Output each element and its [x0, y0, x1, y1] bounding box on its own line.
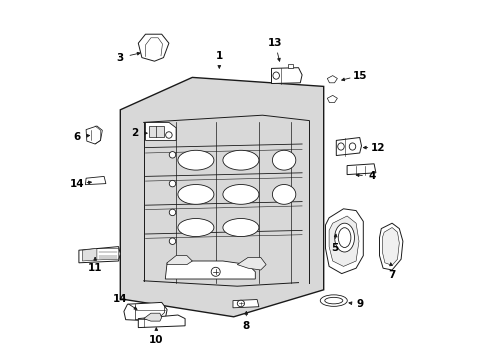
Text: 2: 2	[131, 128, 138, 138]
Ellipse shape	[338, 228, 350, 248]
Ellipse shape	[178, 184, 213, 204]
Polygon shape	[165, 261, 255, 279]
Ellipse shape	[178, 219, 213, 237]
Text: 6: 6	[73, 132, 81, 142]
Polygon shape	[86, 126, 102, 144]
Polygon shape	[328, 216, 358, 266]
Polygon shape	[143, 313, 162, 321]
Polygon shape	[120, 77, 323, 317]
Ellipse shape	[272, 184, 295, 204]
Ellipse shape	[165, 132, 172, 138]
Polygon shape	[149, 126, 163, 137]
Polygon shape	[326, 95, 337, 103]
Ellipse shape	[169, 152, 175, 158]
Polygon shape	[85, 176, 106, 185]
Ellipse shape	[178, 150, 213, 170]
Ellipse shape	[348, 143, 355, 150]
Polygon shape	[336, 138, 361, 156]
Text: 7: 7	[387, 270, 395, 280]
Polygon shape	[167, 256, 192, 265]
Text: 3: 3	[117, 53, 123, 63]
Polygon shape	[346, 164, 375, 175]
Ellipse shape	[223, 219, 258, 237]
Polygon shape	[138, 315, 185, 328]
Text: 5: 5	[330, 243, 337, 253]
Ellipse shape	[169, 238, 175, 244]
Text: 4: 4	[368, 171, 375, 181]
Polygon shape	[145, 122, 176, 140]
Ellipse shape	[223, 184, 258, 204]
Polygon shape	[379, 223, 402, 270]
Text: 11: 11	[88, 263, 102, 273]
Text: 14: 14	[113, 294, 127, 304]
Ellipse shape	[237, 300, 244, 307]
Polygon shape	[232, 300, 258, 308]
Ellipse shape	[272, 150, 295, 170]
Polygon shape	[138, 34, 168, 61]
Text: 13: 13	[267, 38, 282, 48]
Polygon shape	[82, 248, 97, 261]
Ellipse shape	[223, 150, 258, 170]
Ellipse shape	[272, 72, 279, 79]
Text: 8: 8	[242, 321, 249, 331]
Ellipse shape	[334, 223, 354, 252]
Polygon shape	[326, 76, 337, 83]
Ellipse shape	[169, 180, 175, 187]
Polygon shape	[382, 228, 399, 265]
Text: 9: 9	[355, 299, 363, 309]
Polygon shape	[325, 209, 363, 274]
Ellipse shape	[337, 143, 344, 150]
Ellipse shape	[320, 295, 346, 306]
Ellipse shape	[169, 209, 175, 216]
Polygon shape	[123, 302, 167, 321]
Ellipse shape	[324, 297, 342, 304]
Text: 14: 14	[70, 179, 84, 189]
Polygon shape	[287, 64, 292, 68]
Text: 12: 12	[370, 143, 384, 153]
Polygon shape	[271, 68, 302, 84]
Text: 15: 15	[352, 71, 366, 81]
Polygon shape	[237, 257, 265, 270]
Text: 10: 10	[149, 335, 163, 345]
Ellipse shape	[211, 267, 220, 276]
Polygon shape	[79, 247, 120, 263]
Text: 1: 1	[215, 51, 223, 61]
